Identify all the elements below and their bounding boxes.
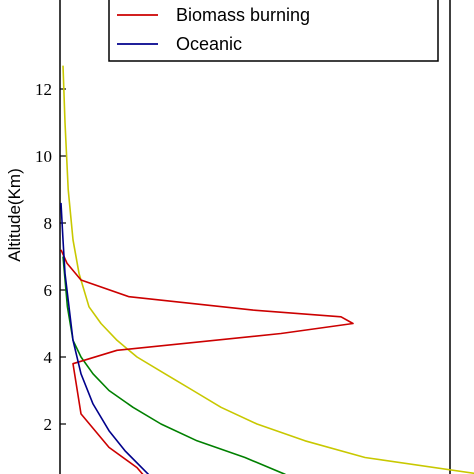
y-tick-label-10: 10: [35, 147, 52, 166]
y-tick-label-6: 6: [44, 281, 53, 300]
legend-box: [108, 0, 439, 62]
plot-area: [59, 0, 451, 474]
y-tick-label-12: 12: [35, 80, 52, 99]
y-tick-label-2: 2: [44, 415, 53, 434]
series-line-unnamed-1: [62, 256, 286, 474]
series-line-oceanic: [60, 202, 150, 474]
legend: Biomass burning Oceanic: [108, 0, 439, 62]
legend-label-oceanic: Oceanic: [176, 34, 242, 54]
y-axis-ticks: 2 4 6 8 10 12: [35, 80, 66, 434]
y-axis-title: Altitude(Km): [5, 168, 24, 262]
series-line-biomass-burning: [60, 249, 354, 474]
legend-label-biomass-burning: Biomass burning: [176, 5, 310, 25]
series-line-unnamed-0: [62, 65, 474, 474]
y-tick-label-8: 8: [44, 214, 53, 233]
series-lines: [60, 65, 474, 474]
y-tick-label-4: 4: [44, 348, 53, 367]
